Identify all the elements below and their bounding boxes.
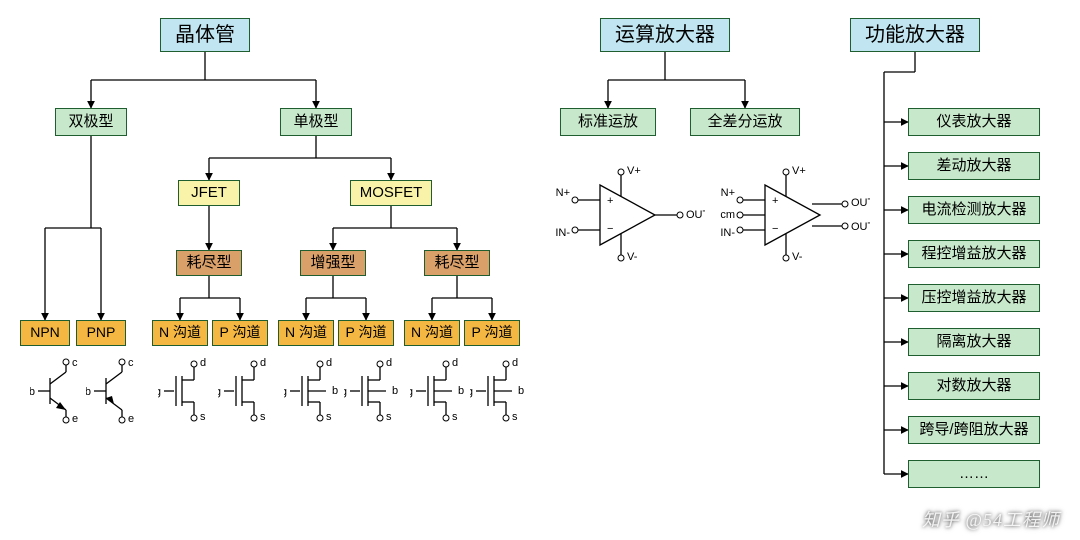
svg-text:+: + bbox=[772, 195, 778, 207]
node-f_5: 压控增益放大器 bbox=[908, 284, 1040, 312]
node-t_uni: 单极型 bbox=[280, 108, 352, 136]
opamp-symbol-1: IN+ IN- + − V+ V- Vocm OUT- OUT+ bbox=[720, 160, 870, 275]
svg-text:Vocm: Vocm bbox=[720, 209, 735, 221]
node-f_2: 差动放大器 bbox=[908, 152, 1040, 180]
node-t_jn: N 沟道 bbox=[152, 320, 208, 346]
node-f_9: …… bbox=[908, 460, 1040, 488]
watermark: 知乎 @54工程师 bbox=[922, 506, 1060, 532]
svg-text:IN-: IN- bbox=[555, 227, 570, 239]
svg-text:OUT+: OUT+ bbox=[851, 221, 870, 233]
svg-text:s: s bbox=[260, 411, 266, 423]
node-f_root: 功能放大器 bbox=[850, 18, 980, 52]
svg-text:c: c bbox=[72, 357, 78, 369]
svg-text:d: d bbox=[512, 357, 518, 369]
node-t_mos: MOSFET bbox=[350, 180, 432, 206]
node-t_jp: P 沟道 bbox=[212, 320, 268, 346]
bjt-symbol-1: b c e bbox=[86, 356, 136, 431]
fet-symbol-1: g d s bbox=[218, 356, 274, 431]
svg-text:g: g bbox=[344, 386, 347, 398]
svg-text:c: c bbox=[128, 357, 134, 369]
node-t_npn: NPN bbox=[20, 320, 70, 346]
svg-text:IN+: IN+ bbox=[720, 187, 735, 199]
svg-text:b: b bbox=[458, 385, 464, 397]
fet-symbol-4: g d s b bbox=[410, 356, 466, 431]
svg-text:g: g bbox=[218, 386, 221, 398]
svg-text:e: e bbox=[128, 413, 134, 425]
svg-text:g: g bbox=[470, 386, 473, 398]
svg-text:V+: V+ bbox=[627, 165, 641, 177]
node-f_1: 仪表放大器 bbox=[908, 108, 1040, 136]
svg-text:g: g bbox=[410, 386, 413, 398]
node-t_mdp: P 沟道 bbox=[464, 320, 520, 346]
svg-text:−: − bbox=[772, 223, 778, 235]
node-o_diff: 全差分运放 bbox=[690, 108, 800, 136]
svg-text:d: d bbox=[260, 357, 266, 369]
node-t_mdep: 耗尽型 bbox=[424, 250, 490, 276]
svg-text:IN-: IN- bbox=[720, 227, 735, 239]
opamp-symbol-0: IN+ IN- + − V+ V- OUT bbox=[555, 160, 705, 275]
node-f_7: 对数放大器 bbox=[908, 372, 1040, 400]
svg-text:s: s bbox=[200, 411, 206, 423]
svg-text:s: s bbox=[452, 411, 458, 423]
svg-text:OUT: OUT bbox=[686, 209, 705, 221]
svg-text:e: e bbox=[72, 413, 78, 425]
node-f_6: 隔离放大器 bbox=[908, 328, 1040, 356]
svg-text:V-: V- bbox=[792, 251, 803, 263]
node-t_pnp: PNP bbox=[76, 320, 126, 346]
svg-text:b: b bbox=[86, 386, 91, 398]
node-t_root: 晶体管 bbox=[160, 18, 250, 52]
svg-text:b: b bbox=[392, 385, 398, 397]
svg-text:d: d bbox=[452, 357, 458, 369]
node-f_8: 跨导/跨阻放大器 bbox=[908, 416, 1040, 444]
svg-text:OUT-: OUT- bbox=[851, 197, 870, 209]
fet-symbol-2: g d s b bbox=[284, 356, 340, 431]
node-t_jdep: 耗尽型 bbox=[176, 250, 242, 276]
node-t_mdn: N 沟道 bbox=[404, 320, 460, 346]
connection-lines bbox=[0, 0, 1080, 540]
svg-text:V-: V- bbox=[627, 251, 638, 263]
svg-text:b: b bbox=[518, 385, 524, 397]
fet-symbol-3: g d s b bbox=[344, 356, 400, 431]
svg-text:g: g bbox=[158, 386, 161, 398]
fet-symbol-0: g d s bbox=[158, 356, 214, 431]
svg-text:s: s bbox=[386, 411, 392, 423]
node-t_men: N 沟道 bbox=[278, 320, 334, 346]
node-t_jfet: JFET bbox=[178, 180, 240, 206]
svg-text:s: s bbox=[512, 411, 518, 423]
node-o_root: 运算放大器 bbox=[600, 18, 730, 52]
svg-text:−: − bbox=[607, 223, 613, 235]
svg-text:d: d bbox=[326, 357, 332, 369]
node-f_3: 电流检测放大器 bbox=[908, 196, 1040, 224]
svg-text:g: g bbox=[284, 386, 287, 398]
node-f_4: 程控增益放大器 bbox=[908, 240, 1040, 268]
svg-text:b: b bbox=[332, 385, 338, 397]
svg-text:s: s bbox=[326, 411, 332, 423]
fet-symbol-5: g d s b bbox=[470, 356, 526, 431]
svg-text:d: d bbox=[386, 357, 392, 369]
node-t_mep: P 沟道 bbox=[338, 320, 394, 346]
node-t_menh: 增强型 bbox=[300, 250, 366, 276]
svg-text:IN+: IN+ bbox=[555, 187, 570, 199]
svg-text:V+: V+ bbox=[792, 165, 806, 177]
node-t_bip: 双极型 bbox=[55, 108, 127, 136]
svg-text:b: b bbox=[30, 386, 35, 398]
svg-text:d: d bbox=[200, 357, 206, 369]
svg-text:+: + bbox=[607, 195, 613, 207]
node-o_std: 标准运放 bbox=[560, 108, 656, 136]
bjt-symbol-0: b c e bbox=[30, 356, 80, 431]
